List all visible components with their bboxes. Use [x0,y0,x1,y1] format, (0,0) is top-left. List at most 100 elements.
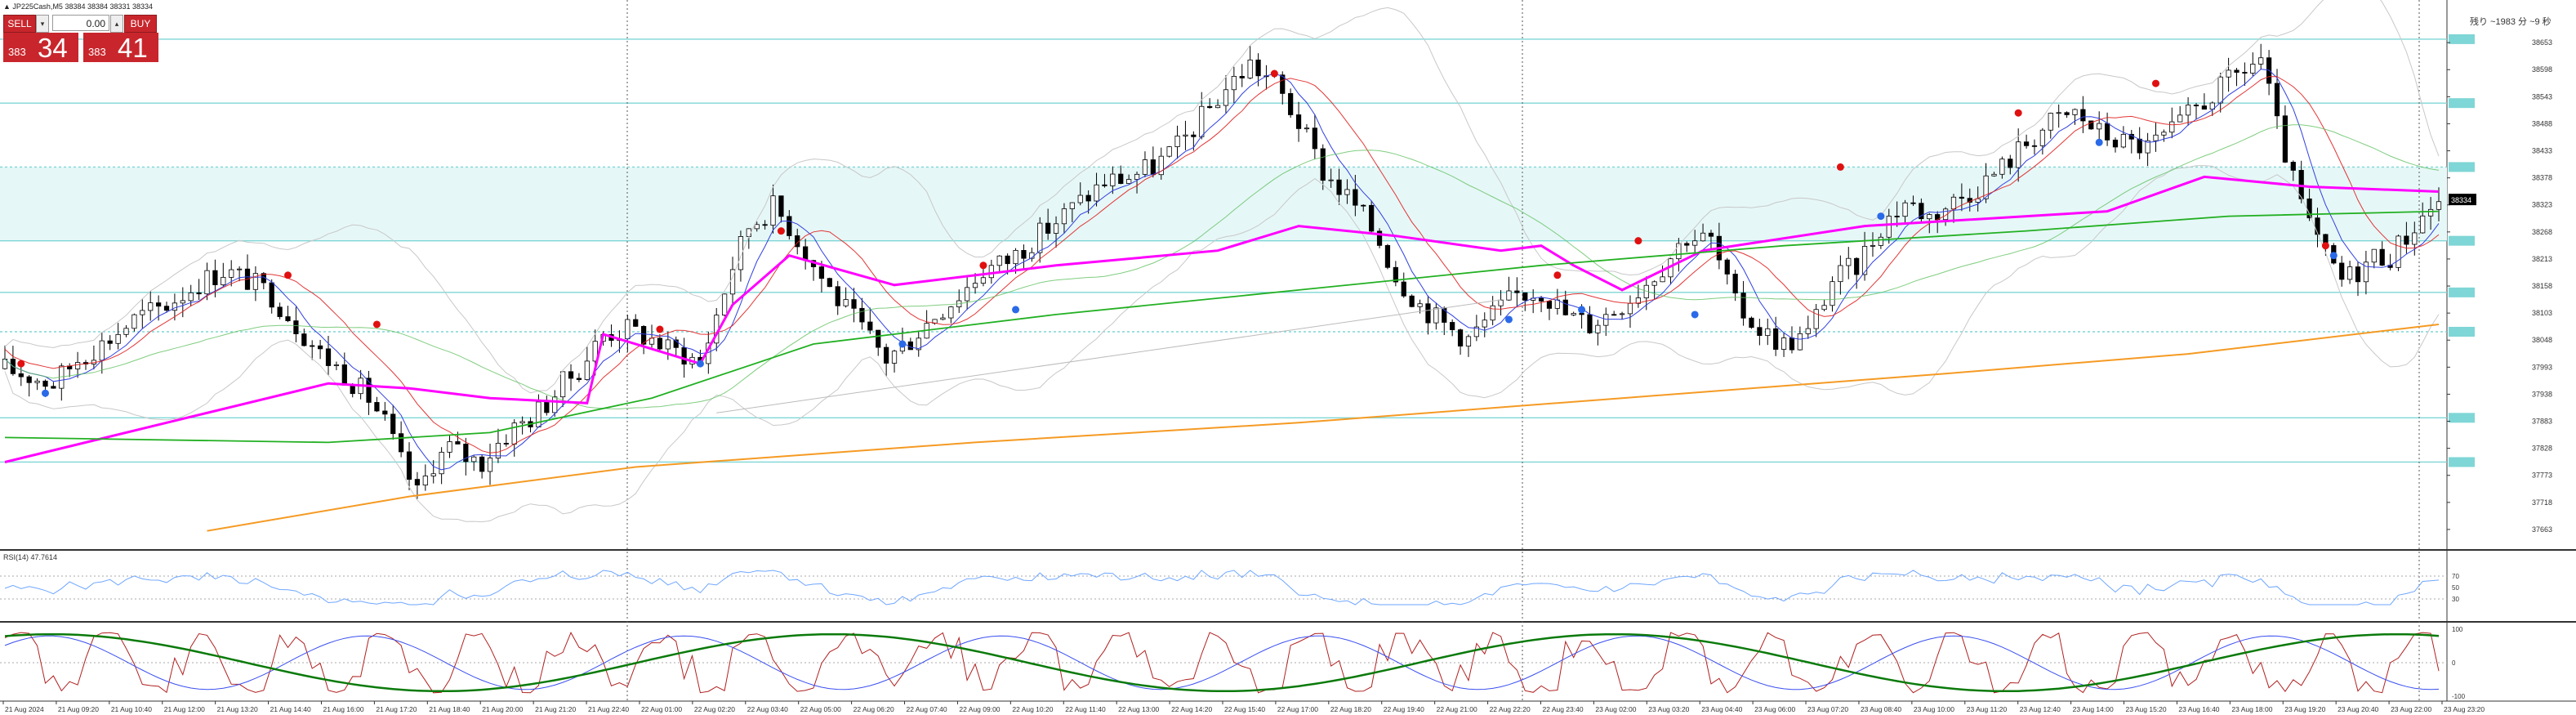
candle-body [851,299,857,309]
candle-body [1546,301,1553,309]
time-axis-label: 23 Aug 02:00 [1595,705,1636,713]
candle-body [1482,320,1487,328]
candle-body [1950,196,1957,210]
lot-size-field[interactable]: 0.00 [52,15,109,31]
candle-body [1975,198,1981,203]
pivot-high-dot [2321,242,2329,250]
candle-body [293,320,299,334]
lot-increase-dropdown[interactable]: ▴ [110,15,123,33]
candle-body [1999,159,2005,175]
candle-body [1660,276,1665,283]
rsi-title: RSI(14) 47.7614 [3,553,57,561]
time-axis-label: 23 Aug 04:40 [1701,705,1742,713]
candle-body [980,277,987,284]
candle-body [1579,313,1584,315]
candle-body [1417,303,1423,307]
candle-body [2137,138,2142,154]
candle-body [2080,109,2086,122]
candle-body [148,302,154,311]
price-axis-label: 38323 [2532,201,2552,209]
price-axis-label: 37773 [2532,471,2552,480]
candle-body [1393,266,1398,283]
pivot-high-dot [17,360,25,368]
candle-body [2339,262,2345,280]
time-axis-label: 21 Aug 22:40 [588,705,629,713]
supply-demand-zone [0,167,2447,241]
pivot-low-dot [1504,315,1513,324]
candle-body [1077,194,1083,203]
candle-body [269,282,274,308]
candle-body [1005,255,1010,265]
candle-body [2217,76,2223,104]
time-axis-label: 22 Aug 09:00 [959,705,1000,713]
pivot-high-dot [979,261,987,270]
candle-body [1401,281,1406,297]
candle-body [221,276,226,285]
candle-body [1805,328,1811,334]
candle-body [2412,232,2418,245]
candle-body [584,360,590,380]
candle-body [1353,189,1358,206]
candle-body [1037,222,1043,253]
sell-price-quote[interactable]: 383 34 [3,33,78,63]
pivot-low-dot [2329,252,2338,260]
candle-body [843,299,849,306]
oscillator-axis-label: -100 [2452,693,2466,700]
time-axis-label: 22 Aug 21:00 [1437,705,1477,713]
candle-body [172,302,178,311]
current-price-tag [2449,194,2476,206]
candle-body [2088,120,2094,130]
buy-price-prefix: 383 [88,46,106,58]
candle-body [519,421,525,424]
ma_green-line [4,210,2440,444]
lot-decrease-dropdown[interactable]: ▾ [36,15,49,33]
buy-price-quote[interactable]: 383 41 [83,33,158,63]
time-axis-label: 23 Aug 07:20 [1807,705,1848,713]
candle-body [366,378,372,403]
candle-body [2436,201,2442,210]
candle-body [18,373,24,378]
candle-body [2161,132,2167,136]
candle-body [325,348,332,366]
candle-body [163,306,170,311]
candle-body [1538,297,1544,302]
level-price-tag [2449,287,2475,297]
candle-body [1757,327,1763,337]
candle-body [1732,274,1738,294]
candle-body [2371,248,2377,263]
candle-body [754,224,760,230]
candle-body [1223,89,1229,106]
level-price-tag [2449,162,2475,172]
sell-button[interactable]: SELL [3,15,36,33]
candle-body [633,319,639,327]
buy-button[interactable]: BUY [124,15,157,33]
candle-body [1361,204,1366,207]
candle-body [1191,134,1197,137]
candle-body [876,329,881,348]
candle-body [1749,317,1754,328]
candle-body [1247,59,1253,78]
price-axis-label: 37828 [2532,445,2552,453]
candle-body [1304,127,1310,130]
time-axis-label: 22 Aug 15:40 [1224,705,1265,713]
oscillator-signal-line [4,635,2440,690]
candle-body [42,380,48,387]
candle-body [1700,232,1706,242]
candle-body [2064,112,2070,115]
time-axis-label: 23 Aug 11:20 [1967,705,2008,713]
symbol-info-line: ▲ JP225Cash,M5 38384 38384 38331 38334 [3,2,153,11]
candle-body [2209,102,2215,110]
candle-body [665,339,671,350]
candle-body [180,300,185,304]
slow-ma-line [4,124,2440,409]
pivot-high-dot [656,325,664,333]
candle-body [1821,305,1827,311]
candle-body [988,265,994,279]
candle-body [1838,265,1843,283]
pivot-high-dot [2014,109,2022,117]
time-axis-label: 23 Aug 18:00 [2231,705,2272,713]
time-axis-label: 22 Aug 22:20 [1490,705,1531,713]
candle-body [2193,105,2199,107]
candle-body [867,321,873,331]
